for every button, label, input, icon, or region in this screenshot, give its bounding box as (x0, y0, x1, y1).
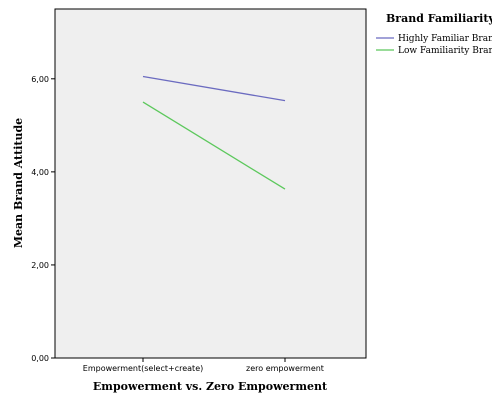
y-tick-label: 2,00 (31, 261, 49, 270)
y-tick-label: 0,00 (31, 354, 49, 363)
y-axis-title: Mean Brand Attitude (12, 118, 25, 248)
series-lines (142, 75, 286, 190)
legend-title: Brand Familiarity (386, 12, 492, 25)
legend-label-highly-familiar: Highly Familiar Brand (398, 34, 492, 44)
legend-label-low-familiarity: Low Familiarity Brand (398, 46, 492, 56)
y-tick-label: 6,00 (31, 75, 49, 84)
legend: Brand Familiarity Highly Familiar Brand … (376, 12, 492, 56)
y-axis: 0,00 2,00 4,00 6,00 (31, 75, 55, 363)
x-axis-title: Empowerment vs. Zero Empowerment (93, 380, 328, 393)
y-tick-label: 4,00 (31, 168, 49, 177)
plot-area (54, 8, 367, 359)
x-tick-label: Empowerment(select+create) (83, 364, 203, 373)
series-line-1 (142, 101, 286, 190)
series-line-0 (142, 75, 286, 102)
x-axis: Empowerment(select+create) zero empowerme… (83, 358, 324, 373)
x-tick-label: zero empowerment (246, 364, 324, 373)
